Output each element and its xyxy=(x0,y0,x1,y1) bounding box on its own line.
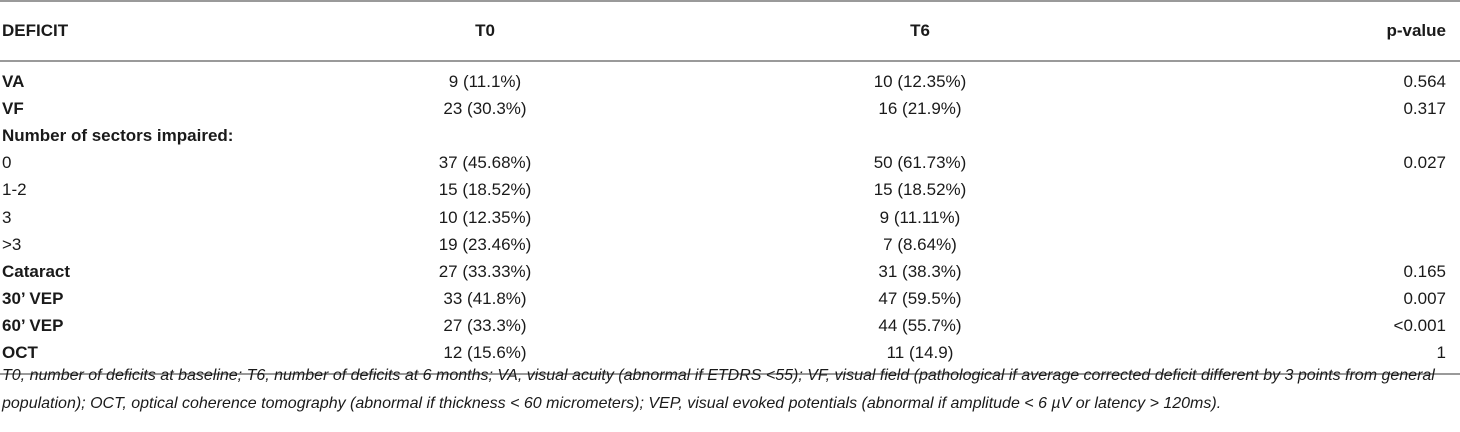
cell-t6: 47 (59.5%) xyxy=(878,289,962,309)
cell-p-value xyxy=(1160,177,1460,204)
cell-t0: 27 (33.33%) xyxy=(438,261,532,281)
row-label: 0 xyxy=(2,153,12,173)
cell-t6: 9 (11.11%) xyxy=(879,207,961,227)
header-row: DEFICIT T0 T6 p-value xyxy=(0,0,1460,62)
cell-p-value xyxy=(1160,231,1460,258)
row-label: Cataract xyxy=(2,261,71,281)
cell-t6 xyxy=(680,122,1160,149)
cell-t0: 27 (33.3%) xyxy=(443,316,527,336)
cell-p-value: 1 xyxy=(1160,339,1460,376)
table-row: OCT 12 (15.6%) 11 (14.9) 1 xyxy=(0,339,1460,376)
row-label: VA xyxy=(2,71,25,91)
table-body: VA 9 (11.1%) 10 (12.35%) 0.564 VF 23 (30.3%) 1… xyxy=(0,61,1460,376)
table-row: 0 37 (45.68%) 50 (61.73%) 0.027 xyxy=(0,150,1460,177)
row-label: VF xyxy=(2,98,24,118)
row-label: Number of sectors impaired: xyxy=(2,125,234,145)
header-t6: T6 xyxy=(680,0,1160,62)
row-label: 3 xyxy=(2,207,12,227)
cell-t0 xyxy=(290,122,680,149)
table-row: 3 10 (12.35%) 9 (11.11%) xyxy=(0,204,1460,231)
table-header: DEFICIT T0 T6 p-value xyxy=(0,0,1460,62)
table-row: Number of sectors impaired: xyxy=(0,122,1460,149)
header-t0: T0 xyxy=(290,0,680,62)
cell-t0: 9 (11.1%) xyxy=(448,71,522,91)
row-label: 30’ VEP xyxy=(2,289,64,309)
row-label: >3 xyxy=(2,234,22,254)
table-row: >3 19 (23.46%) 7 (8.64%) xyxy=(0,231,1460,258)
cell-t6: 15 (18.52%) xyxy=(873,180,967,200)
cell-t0: 23 (30.3%) xyxy=(443,98,527,118)
table-row: VA 9 (11.1%) 10 (12.35%) 0.564 xyxy=(0,61,1460,95)
cell-t6: 44 (55.7%) xyxy=(878,316,962,336)
table-row: Cataract 27 (33.33%) 31 (38.3%) 0.165 xyxy=(0,258,1460,285)
cell-p-value: 0.165 xyxy=(1403,261,1446,281)
row-label: 60’ VEP xyxy=(2,316,64,336)
cell-t6: 31 (38.3%) xyxy=(878,261,962,281)
cell-t6: 16 (21.9%) xyxy=(878,98,962,118)
cell-p-value: 0.007 xyxy=(1403,289,1446,309)
cell-t6: 11 (14.9) xyxy=(680,339,1160,376)
header-deficit: DEFICIT xyxy=(0,0,290,62)
row-label: OCT xyxy=(0,339,290,376)
cell-t0: 12 (15.6%) xyxy=(290,339,680,376)
row-label: 1-2 xyxy=(2,180,27,200)
cell-p-value: 0.564 xyxy=(1403,71,1446,91)
header-p-value: p-value xyxy=(1160,0,1460,62)
cell-p-value: <0.001 xyxy=(1393,316,1446,336)
cell-p-value xyxy=(1160,204,1460,231)
cell-t6: 50 (61.73%) xyxy=(873,153,967,173)
cell-t6: 10 (12.35%) xyxy=(873,71,967,91)
cell-p-value: 0.317 xyxy=(1403,98,1446,118)
table-row: 60’ VEP 27 (33.3%) 44 (55.7%) <0.001 xyxy=(0,313,1460,340)
cell-t0: 15 (18.52%) xyxy=(438,180,532,200)
cell-t0: 10 (12.35%) xyxy=(438,207,532,227)
cell-t0: 33 (41.8%) xyxy=(443,289,527,309)
table-row: VF 23 (30.3%) 16 (21.9%) 0.317 xyxy=(0,95,1460,122)
table-footnote: T0, number of deficits at baseline; T6, … xyxy=(2,367,1435,412)
cell-t6: 7 (8.64%) xyxy=(883,234,957,254)
results-table: DEFICIT T0 T6 p-value VA 9 (11.1%) 10 (12.… xyxy=(0,0,1460,376)
cell-p-value xyxy=(1160,122,1460,149)
cell-p-value: 0.027 xyxy=(1403,153,1446,173)
cell-t0: 19 (23.46%) xyxy=(438,234,532,254)
table-row: 30’ VEP 33 (41.8%) 47 (59.5%) 0.007 xyxy=(0,286,1460,313)
cell-t0: 37 (45.68%) xyxy=(438,153,532,173)
table-row: 1-2 15 (18.52%) 15 (18.52%) xyxy=(0,177,1460,204)
